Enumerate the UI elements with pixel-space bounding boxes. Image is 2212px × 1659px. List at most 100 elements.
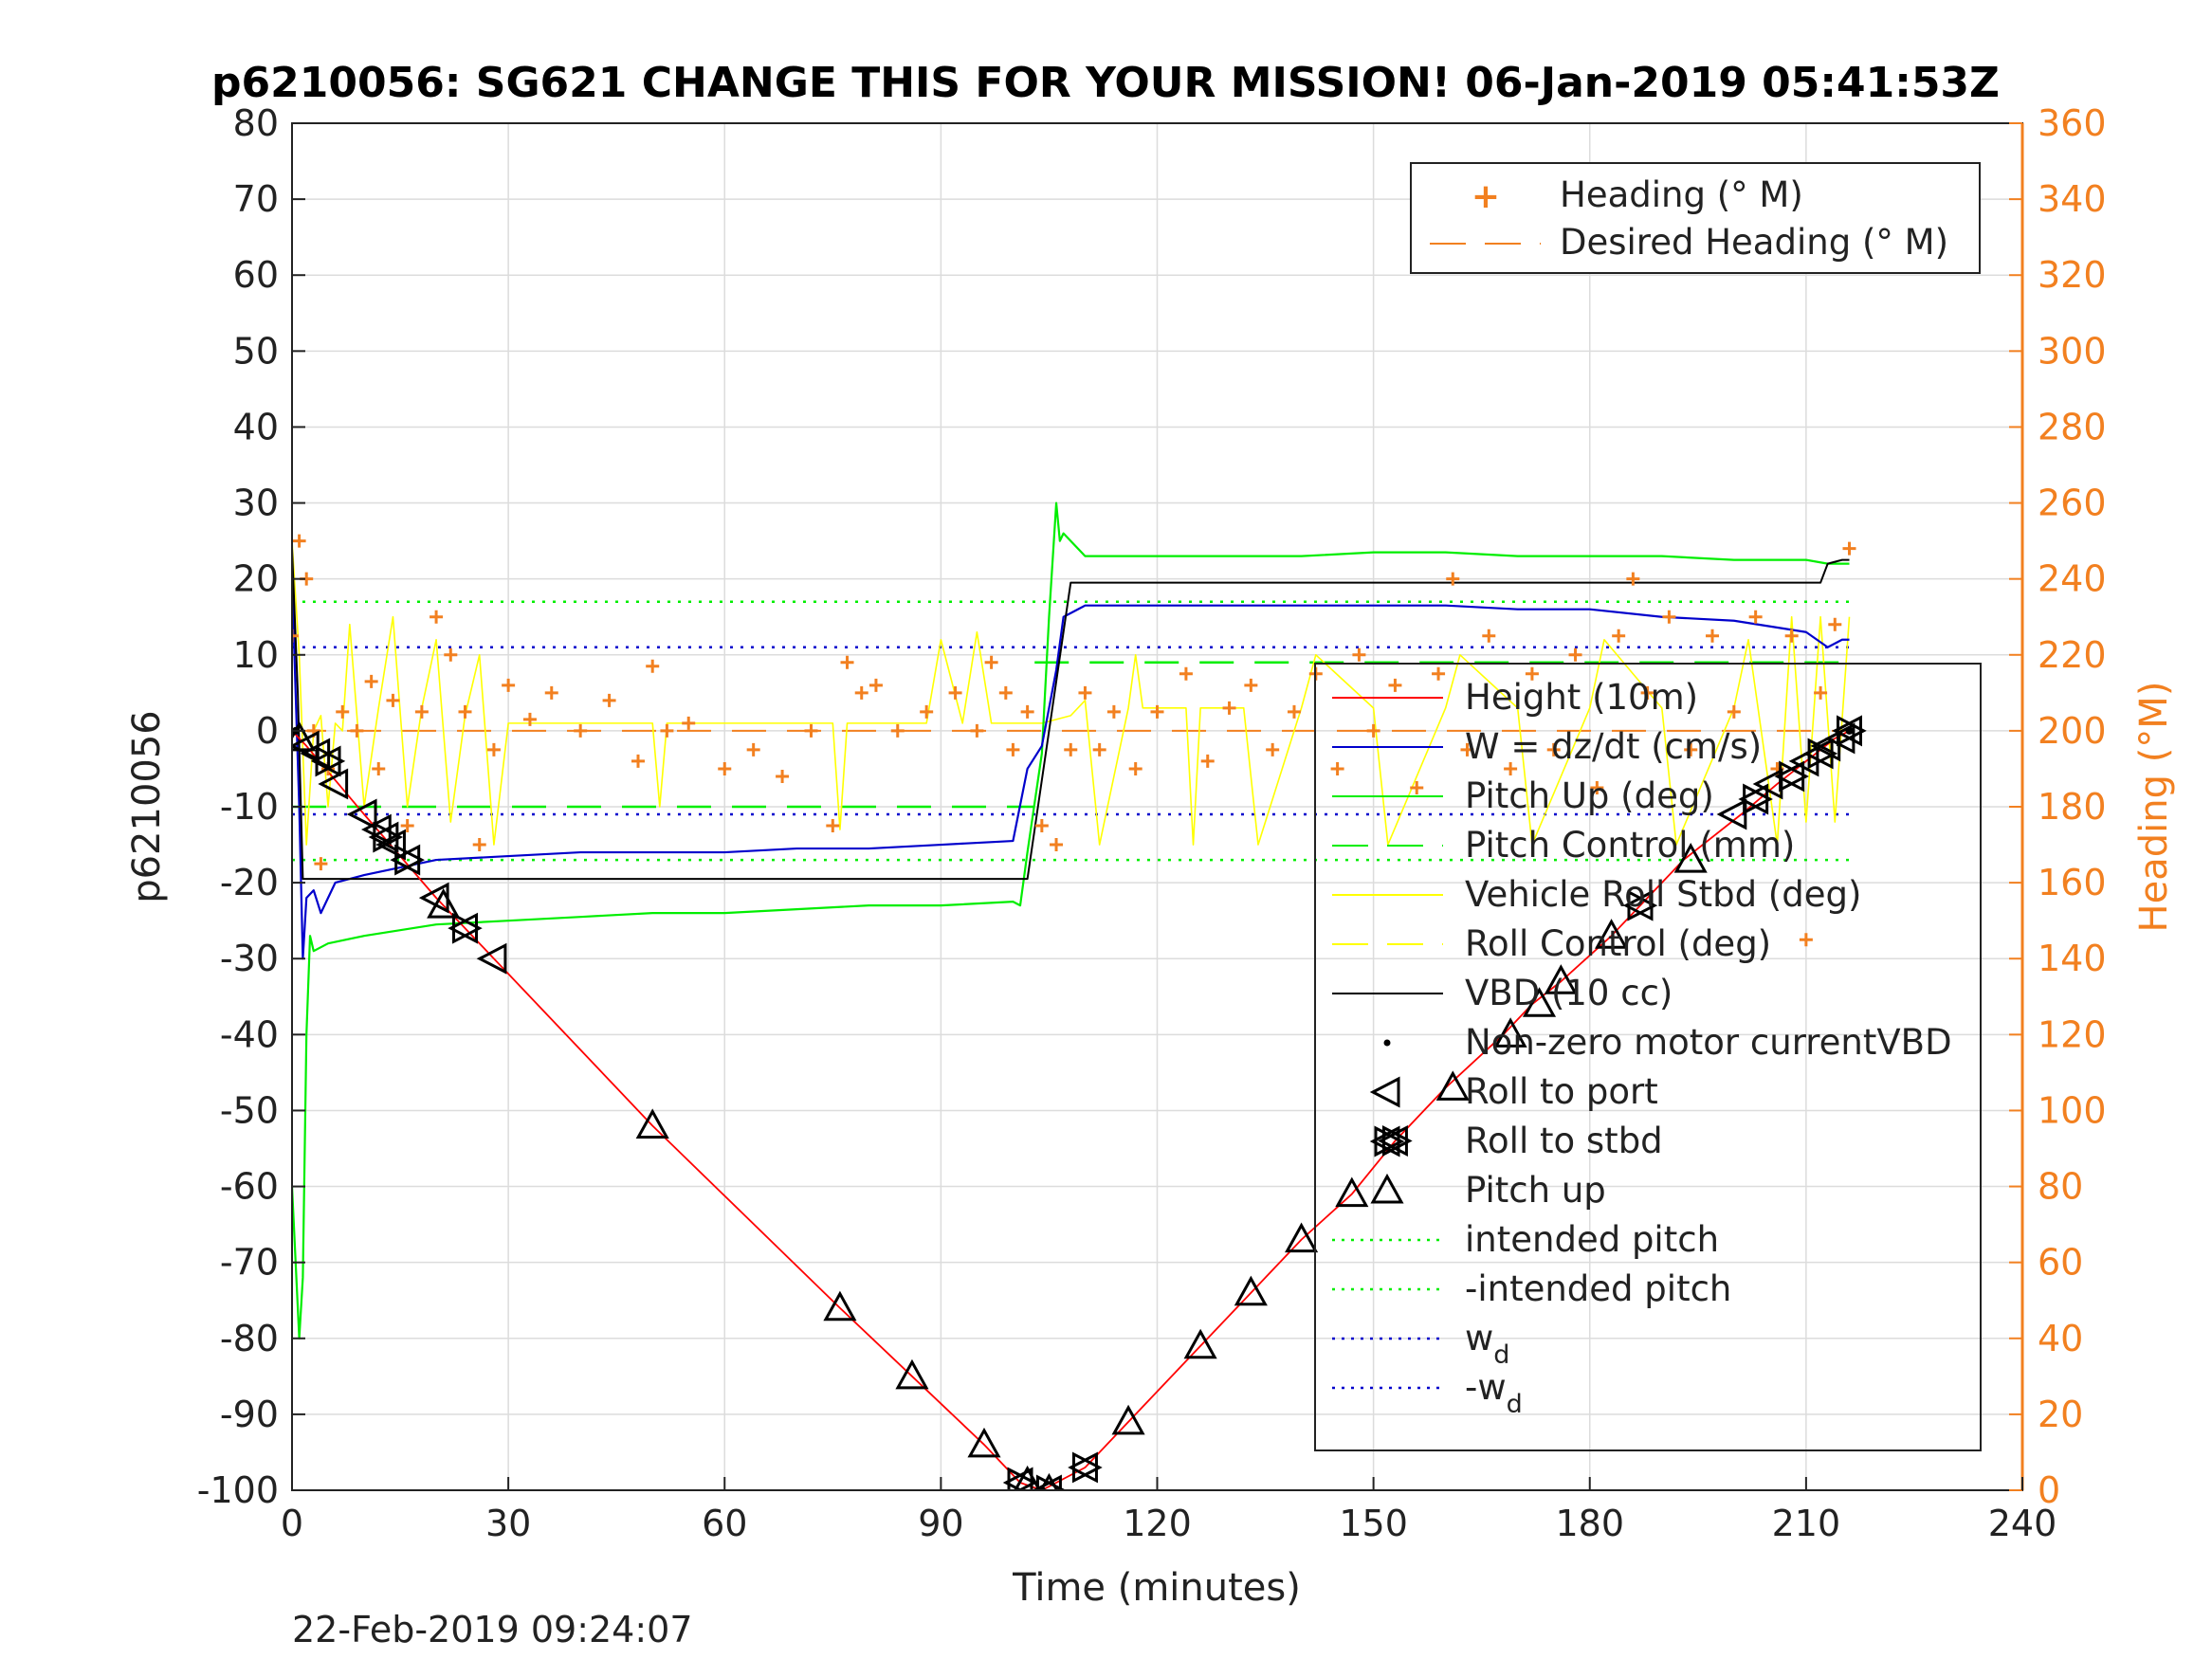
y-tick-label: 80 [233,102,279,144]
heading-point [1352,647,1366,662]
roll-to-stbd-marker [390,844,425,876]
pitch-up-line [292,501,1850,1340]
y-axis-label: p6210056 [125,710,169,903]
y-tick-label: -40 [220,1013,279,1055]
y2-tick-label: 20 [2038,1394,2083,1435]
reference-lines [292,600,1850,862]
heading-point [984,655,998,669]
heading-point [1662,610,1676,624]
legend-entry-height: Height (10m) [1465,677,1698,718]
heading-point [1064,742,1078,757]
heading-point [1106,704,1121,719]
heading-point [998,685,1013,700]
chart-title: p6210056: SG621 CHANGE THIS FOR YOUR MIS… [211,59,2000,107]
pitch-up-marker [635,1108,669,1139]
x-tick-label: 60 [702,1503,747,1544]
heading-point [631,754,645,768]
y-tick-label: -30 [220,938,279,979]
pitch-up-marker [1673,842,1708,873]
heading-point [574,723,588,738]
y-tick-label: 60 [233,254,279,296]
pitch-up-marker [895,1358,929,1390]
heading-point [1330,761,1344,775]
legend-entry-roll-stbd: Roll to stbd [1465,1121,1663,1161]
legend-top-entry-desired: Desired Heading (° M) [1560,222,1948,263]
x-axis-ticks: 0 30 60 90 120 150 180 210 240 [281,1477,2057,1544]
heading-point [1590,780,1604,794]
y2-tick-label: 180 [2038,786,2107,828]
pitch-up-marker [967,1427,1001,1458]
heading-point [444,647,458,662]
heading-point [400,819,414,833]
legend-entry-vbd: VBD (10 cc) [1465,973,1673,1013]
y2-tick-label: 60 [2038,1242,2083,1284]
roll-to-stbd-marker [1774,760,1809,793]
heading-point [1222,701,1236,715]
roll-to-stbd-marker [1002,1467,1038,1490]
heading-point [854,685,868,700]
heading-point [1128,761,1143,775]
heading-point [660,723,674,738]
y-tick-label: -70 [220,1242,279,1284]
roll-to-port-marker [375,829,406,861]
legend-top-sample-heading: + [1472,177,1500,216]
heading-point [386,693,400,707]
heading-point [840,655,854,669]
heading-point [364,674,378,688]
roll-to-stbd-marker [1378,1125,1413,1157]
y-tick-label: 30 [233,483,279,524]
legend-entry-roll: Vehicle Roll Stbd (deg) [1465,874,1861,915]
heading-point [430,610,444,624]
pitch-up-marker [1183,1328,1217,1359]
y2-tick-label: 40 [2038,1318,2083,1359]
roll-to-port-marker [476,942,507,975]
heading-point [350,723,364,738]
heading-point [1640,685,1654,700]
legend-top-entry-heading: Heading (° M) [1560,174,1803,215]
right-axis-ticks: 3603403203002802602402202001801601401201… [2009,102,2107,1511]
roll-to-stbd-marker [448,912,483,944]
heading-point [1546,742,1561,757]
roll-to-stbd-marker [368,821,404,853]
heading-point [1050,838,1064,852]
motor-current-point [1845,726,1854,735]
x-tick-label: 240 [1988,1503,2057,1544]
heading-point [1504,761,1518,775]
heading-point [372,761,386,775]
legend-sample-motor-current [1383,1039,1391,1047]
heading-point [1446,572,1460,586]
heading-point [486,742,501,757]
heading-point [682,716,696,730]
y2-tick-label: 140 [2038,938,2107,979]
heading-point [544,685,558,700]
heading-point [1842,541,1856,556]
heading-point [804,723,818,738]
y-tick-label: -50 [220,1089,279,1131]
y2-tick-label: 80 [2038,1166,2083,1208]
pitch-up-marker [1285,1222,1319,1253]
heading-point [522,712,537,726]
heading-point [1432,666,1446,681]
heading-point [1568,647,1582,662]
x-tick-label: 150 [1339,1503,1408,1544]
roll-to-stbd-marker [1622,889,1658,921]
legend-sample-roll-stbd [1369,1125,1405,1158]
roll-to-stbd-marker [1032,1474,1067,1490]
legend-entry-pitch-up-marker: Pitch up [1465,1170,1606,1211]
legend-top-box [1410,162,1981,274]
y-tick-label: -80 [220,1318,279,1359]
legend-main-box [1314,663,1982,1451]
legend-entry-neg-intended-pitch: -intended pitch [1465,1268,1731,1309]
roll-to-stbd-marker [1832,715,1867,747]
roll-to-stbd-marker [1802,738,1838,770]
legend-entry-neg-wd-label: -w [1465,1367,1507,1408]
heading-point [336,704,350,719]
heading-point [1626,572,1640,586]
heading-point [1388,678,1402,692]
heading-point [1006,742,1020,757]
heading-point [1748,610,1763,624]
roll-to-stbd-marker [310,745,346,777]
legend-entry-roll-control: Roll Control (deg) [1465,923,1771,964]
roll-to-port-marker [318,768,349,800]
event-markers [292,715,1867,1490]
